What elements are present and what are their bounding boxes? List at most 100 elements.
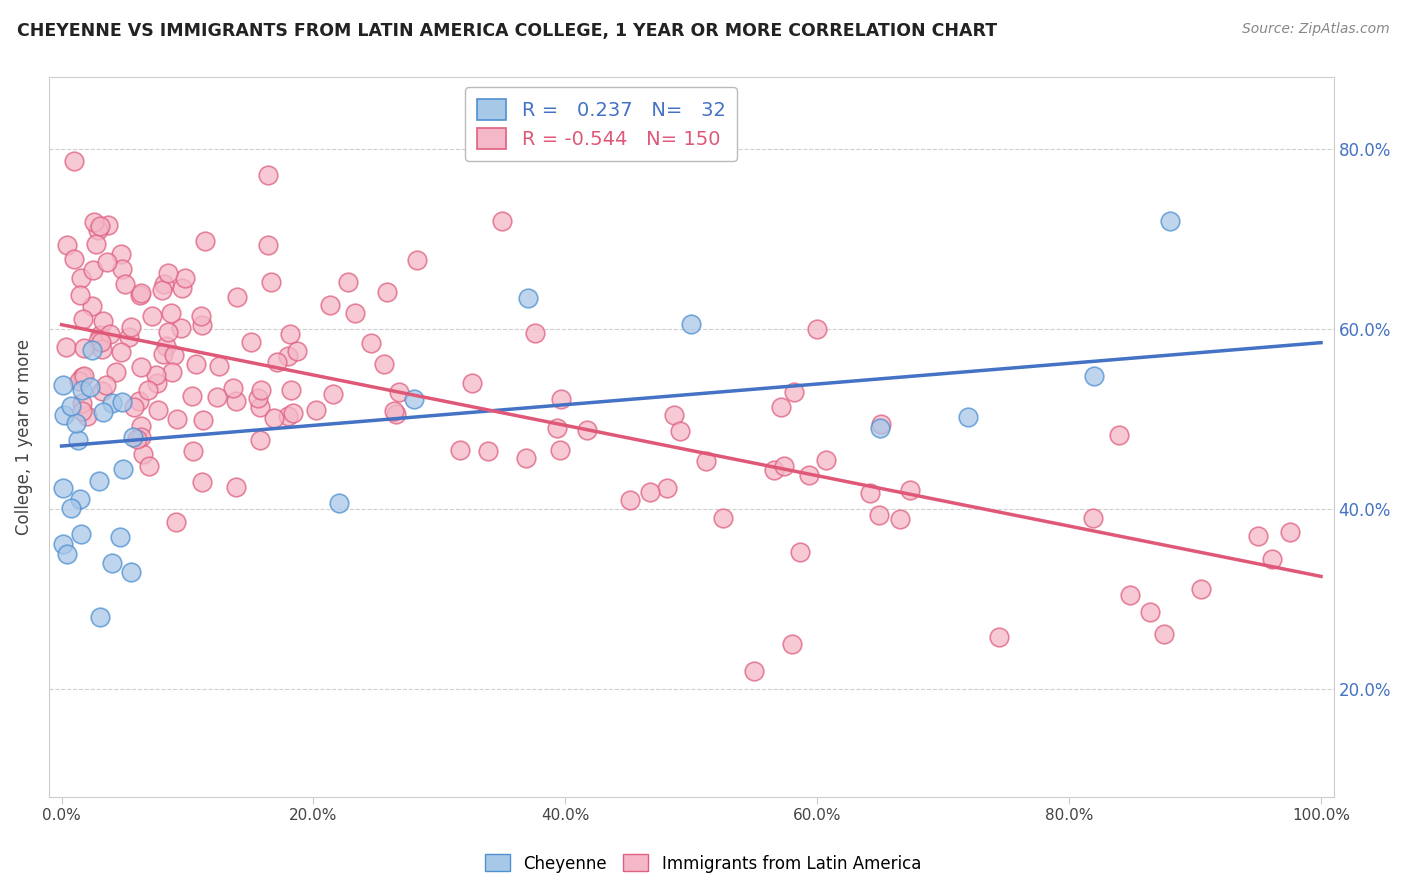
Point [82, 263, 104, 277]
Y-axis label: College, 1 year or more: College, 1 year or more [15, 339, 32, 535]
Point [69, 491, 91, 506]
Point [763, 463, 786, 477]
Point [249, 433, 271, 447]
Point [166, 412, 188, 426]
Point [406, 253, 429, 268]
Point [76, 409, 98, 424]
Point [129, 419, 152, 434]
Point [328, 495, 350, 509]
Point [449, 442, 471, 457]
Point [263, 410, 285, 425]
Text: CHEYENNE VS IMMIGRANTS FROM LATIN AMERICA COLLEGE, 1 YEAR OR MORE CORRELATION CH: CHEYENNE VS IMMIGRANTS FROM LATIN AMERIC… [17, 22, 997, 40]
Point [1108, 428, 1130, 442]
Point [898, 483, 921, 497]
Point [375, 285, 398, 299]
Point [191, 413, 214, 427]
Point [160, 306, 183, 320]
Point [249, 401, 271, 415]
Point [190, 318, 212, 332]
Point [52, 481, 75, 495]
Point [344, 306, 367, 320]
Point [80, 343, 103, 358]
Point [384, 407, 406, 421]
Point [56, 237, 79, 252]
Point [146, 403, 169, 417]
Point [797, 468, 820, 483]
Point [89, 328, 111, 343]
Point [111, 394, 134, 409]
Point [122, 400, 145, 414]
Point [72, 312, 94, 326]
Point [70, 270, 93, 285]
Point [1081, 510, 1104, 524]
Point [118, 329, 141, 343]
Point [360, 335, 382, 350]
Point [110, 246, 132, 260]
Point [546, 420, 568, 434]
Point [72, 369, 94, 384]
Point [94, 377, 117, 392]
Point [120, 320, 142, 334]
Point [87, 474, 110, 488]
Point [91, 314, 114, 328]
Point [122, 430, 145, 444]
Point [82, 299, 104, 313]
Point [98, 327, 121, 342]
Point [869, 421, 891, 435]
Point [257, 237, 280, 252]
Point [225, 480, 247, 494]
Point [1153, 627, 1175, 641]
Point [222, 381, 245, 395]
Point [83, 215, 105, 229]
Point [277, 349, 299, 363]
Point [868, 508, 890, 522]
Legend: Cheyenne, Immigrants from Latin America: Cheyenne, Immigrants from Latin America [478, 847, 928, 880]
Point [73, 341, 96, 355]
Point [789, 544, 811, 558]
Text: Source: ZipAtlas.com: Source: ZipAtlas.com [1241, 22, 1389, 37]
Point [183, 444, 205, 458]
Point [194, 234, 217, 248]
Point [156, 325, 179, 339]
Point [207, 390, 229, 404]
Point [1189, 582, 1212, 596]
Point [619, 493, 641, 508]
Point [96, 255, 118, 269]
Point [461, 376, 484, 390]
Point [52, 408, 75, 422]
Point [55, 547, 77, 561]
Point [190, 309, 212, 323]
Point [226, 290, 249, 304]
Point [491, 214, 513, 228]
Point [783, 385, 806, 400]
Point [163, 347, 186, 361]
Point [136, 384, 159, 398]
Point [662, 408, 685, 422]
Point [225, 394, 247, 409]
Point [780, 637, 803, 651]
Point [889, 512, 911, 526]
Point [110, 530, 132, 544]
Point [240, 334, 263, 349]
Point [250, 383, 273, 397]
Point [280, 383, 302, 397]
Point [208, 359, 231, 374]
Point [695, 454, 717, 468]
Point [104, 366, 127, 380]
Point [869, 417, 891, 432]
Point [110, 262, 132, 277]
Point [711, 511, 734, 525]
Point [336, 276, 359, 290]
Point [742, 664, 765, 678]
Point [181, 389, 204, 403]
Point [174, 271, 197, 285]
Point [655, 481, 678, 495]
Point [65, 416, 87, 430]
Point [1278, 524, 1301, 539]
Point [669, 424, 692, 438]
Point [256, 168, 278, 182]
Point [87, 223, 110, 237]
Point [90, 342, 112, 356]
Point [70, 396, 93, 410]
Point [477, 444, 499, 458]
